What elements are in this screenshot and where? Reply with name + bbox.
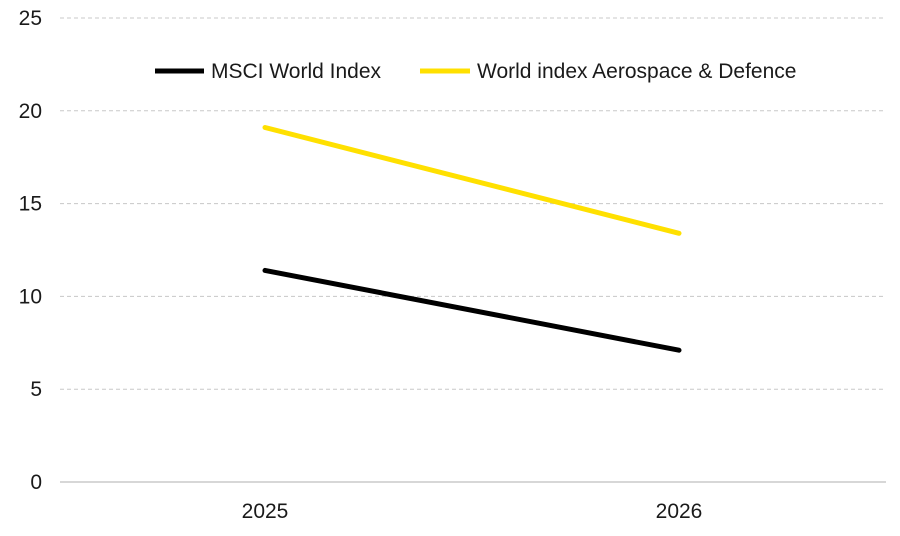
y-tick-label: 25 bbox=[19, 7, 42, 30]
legend-label-msci-world: MSCI World Index bbox=[211, 60, 381, 83]
series-lines bbox=[262, 125, 682, 353]
y-axis-ticks: 0 5 10 15 20 25 bbox=[19, 7, 42, 494]
y-tick-label: 10 bbox=[19, 285, 42, 308]
x-axis-ticks: 2025 2026 bbox=[242, 500, 703, 523]
y-tick-label: 0 bbox=[30, 471, 42, 494]
legend-label-aerospace-defence: World index Aerospace & Defence bbox=[477, 60, 796, 83]
y-tick-label: 20 bbox=[19, 100, 42, 123]
grid-lines bbox=[60, 17, 886, 390]
series-line-0 bbox=[262, 267, 682, 353]
x-tick-label: 2026 bbox=[656, 500, 703, 523]
series-line-1 bbox=[262, 125, 682, 236]
legend: MSCI World Index World index Aerospace &… bbox=[155, 60, 796, 83]
y-tick-label: 15 bbox=[19, 193, 42, 216]
y-tick-label: 5 bbox=[30, 378, 42, 401]
x-tick-label: 2025 bbox=[242, 500, 289, 523]
